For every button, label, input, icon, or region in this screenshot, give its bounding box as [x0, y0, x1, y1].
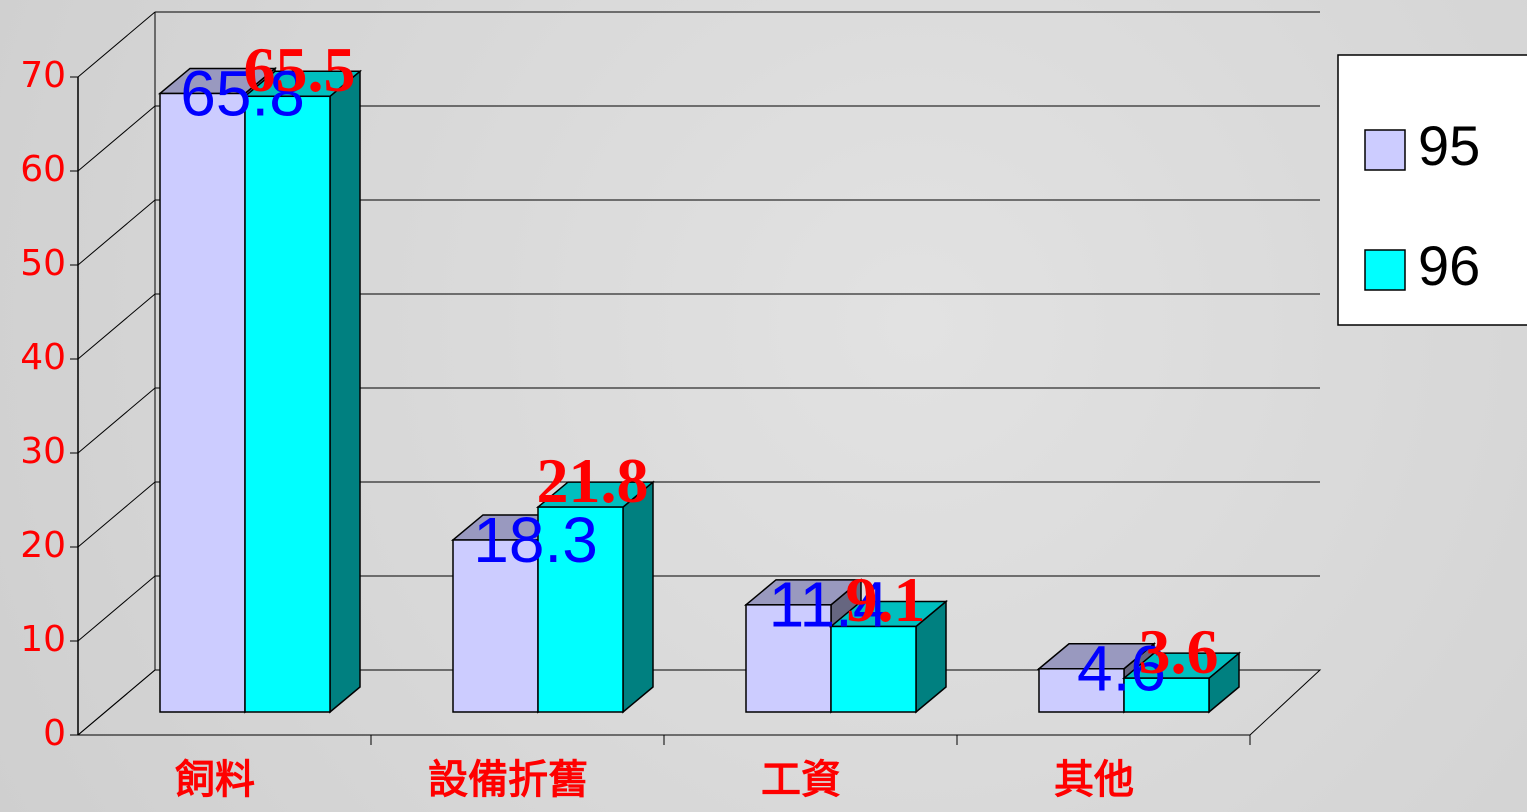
- value-label: 11.4: [769, 569, 889, 641]
- y-tick-label: 20: [20, 525, 66, 566]
- grid-line-side: [77, 199, 156, 266]
- bar-side: [622, 480, 654, 714]
- bar: [537, 506, 624, 713]
- bar: [1038, 668, 1125, 713]
- grid-line-side: [77, 575, 156, 642]
- bar: [452, 539, 539, 713]
- grid-line-side: [77, 481, 156, 548]
- bar: [159, 92, 246, 713]
- value-label: 21.8: [537, 445, 649, 516]
- x-tick-label: 其他: [1054, 757, 1134, 803]
- legend-label: 95: [1418, 114, 1480, 177]
- grid-line-side: [77, 293, 156, 360]
- y-tick-label: 0: [43, 713, 66, 754]
- x-tick-label: 飼料: [175, 757, 255, 803]
- value-label: 4.6: [1077, 633, 1166, 705]
- value-label: 65.5: [244, 34, 356, 105]
- legend-swatch: [1364, 129, 1406, 171]
- x-tick-label: 工資: [761, 757, 841, 803]
- bar: [745, 604, 832, 713]
- value-label: 65.8: [180, 57, 305, 129]
- legend-swatch: [1364, 249, 1406, 291]
- value-label: 9.1: [846, 564, 926, 635]
- y-tick-label: 30: [20, 431, 66, 472]
- y-tick-label: 50: [20, 243, 66, 284]
- legend-label: 96: [1418, 234, 1480, 297]
- grid-line-side: [77, 669, 156, 736]
- grid-line-side: [77, 387, 156, 454]
- bar-side: [329, 69, 361, 714]
- bar: [830, 625, 917, 713]
- y-tick-label: 60: [20, 149, 66, 190]
- bar: [244, 95, 331, 713]
- value-label: 3.6: [1139, 616, 1219, 687]
- y-tick-label: 10: [20, 619, 66, 660]
- bar: [1123, 677, 1210, 713]
- x-tick-label: 設備折舊: [428, 757, 588, 803]
- grid-line-side: [77, 11, 156, 78]
- value-label: 18.3: [473, 504, 598, 576]
- y-tick-label: 40: [20, 337, 66, 378]
- y-tick-label: 70: [20, 55, 66, 96]
- grid-line-side: [77, 105, 156, 172]
